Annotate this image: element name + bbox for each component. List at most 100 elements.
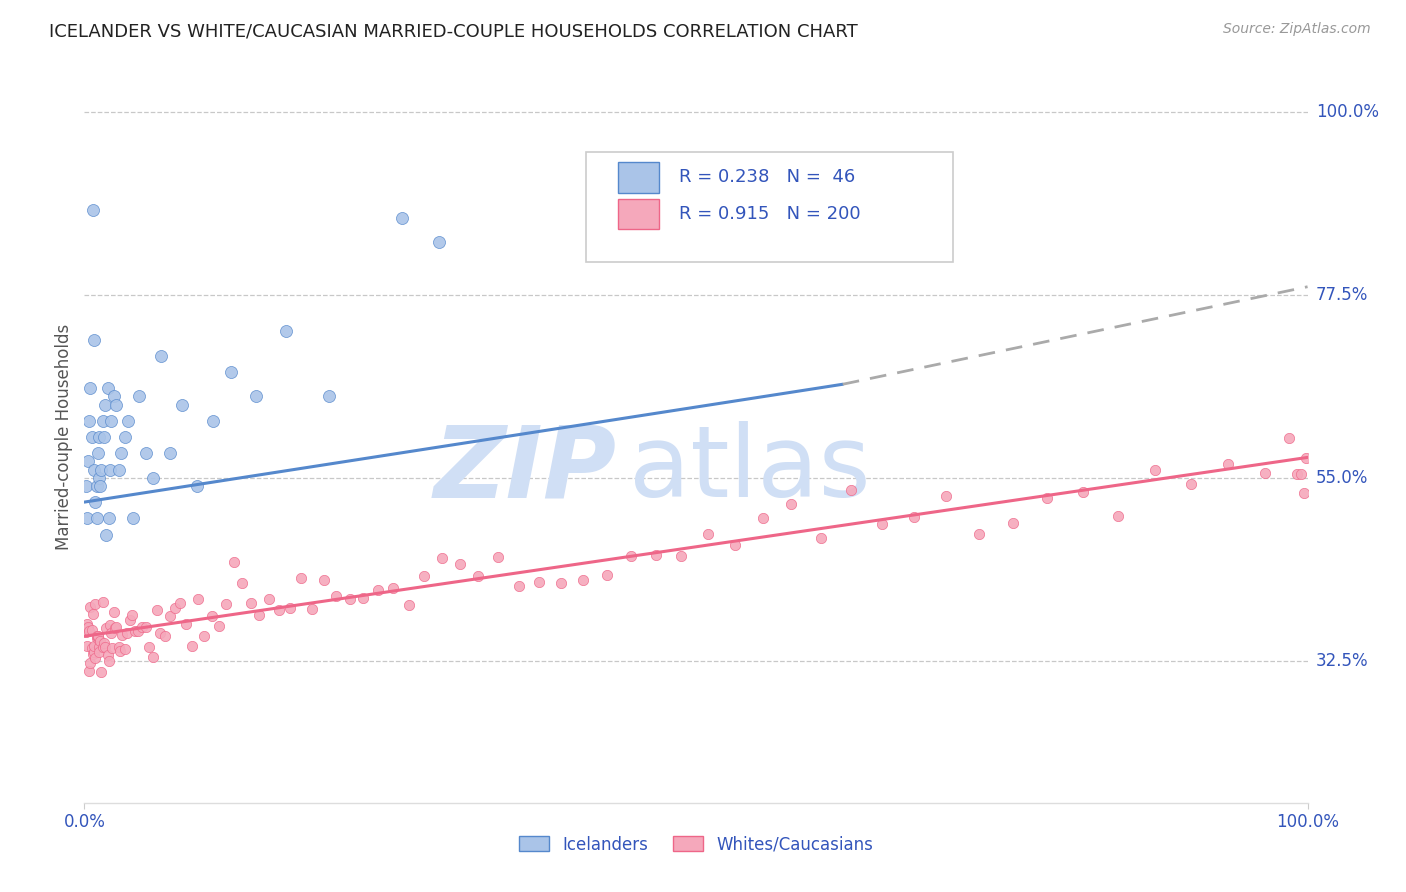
Point — [486, 549, 509, 564]
Point — [87, 446, 110, 460]
Point — [1071, 484, 1094, 499]
Point — [117, 414, 139, 428]
Point — [107, 462, 129, 476]
Text: ZIP: ZIP — [433, 422, 616, 518]
Point — [697, 527, 720, 541]
Point — [83, 639, 105, 653]
Point — [89, 479, 111, 493]
Point — [1107, 509, 1129, 524]
Point — [508, 579, 530, 593]
Point — [174, 616, 197, 631]
Text: 77.5%: 77.5% — [1316, 285, 1368, 304]
Point — [87, 430, 110, 444]
Point — [122, 511, 145, 525]
Point — [94, 398, 117, 412]
Point — [118, 613, 141, 627]
Point — [93, 430, 115, 444]
Point — [114, 430, 136, 444]
Point — [529, 575, 551, 590]
Point — [149, 626, 172, 640]
Point — [77, 664, 100, 678]
Point — [367, 582, 389, 597]
Point — [79, 657, 101, 671]
Point — [98, 618, 121, 632]
Point — [1001, 516, 1024, 530]
Point — [1285, 467, 1308, 481]
Point — [1278, 431, 1301, 445]
Point — [96, 527, 118, 541]
Point — [84, 495, 107, 509]
Point — [780, 497, 803, 511]
Point — [90, 665, 112, 679]
Point — [150, 349, 173, 363]
Text: Source: ZipAtlas.com: Source: ZipAtlas.com — [1223, 22, 1371, 37]
Point — [169, 596, 191, 610]
Point — [215, 598, 238, 612]
Point — [724, 538, 747, 552]
Point — [75, 625, 97, 640]
Text: R = 0.238   N =  46: R = 0.238 N = 46 — [679, 169, 855, 186]
Point — [83, 645, 105, 659]
Y-axis label: Married-couple Households: Married-couple Households — [55, 324, 73, 550]
Point — [80, 623, 103, 637]
Point — [87, 471, 110, 485]
Point — [1295, 450, 1317, 465]
Point — [810, 531, 832, 545]
Point — [245, 389, 267, 403]
Point — [87, 645, 110, 659]
Point — [86, 479, 108, 493]
Text: 32.5%: 32.5% — [1316, 651, 1368, 670]
Point — [79, 600, 101, 615]
Point — [413, 568, 436, 582]
Point — [77, 621, 100, 635]
Point — [644, 548, 666, 562]
Point — [247, 608, 270, 623]
FancyBboxPatch shape — [586, 152, 953, 261]
Point — [121, 607, 143, 622]
Point — [75, 479, 97, 493]
Point — [163, 601, 186, 615]
Point — [98, 462, 121, 476]
Point — [84, 597, 107, 611]
Point — [967, 527, 990, 541]
Point — [87, 640, 110, 654]
Point — [301, 602, 323, 616]
Point — [278, 600, 301, 615]
Point — [86, 629, 108, 643]
Point — [93, 636, 115, 650]
Point — [77, 620, 100, 634]
Point — [595, 567, 617, 582]
Point — [201, 414, 224, 428]
Point — [82, 607, 104, 621]
Point — [290, 571, 312, 585]
Point — [107, 640, 129, 654]
Point — [1254, 466, 1277, 480]
Point — [76, 639, 98, 653]
Point — [124, 624, 146, 639]
Point — [79, 381, 101, 395]
Point — [870, 516, 893, 531]
Point — [934, 489, 956, 503]
Point — [142, 650, 165, 665]
Point — [1180, 476, 1202, 491]
Point — [131, 619, 153, 633]
Point — [82, 202, 104, 217]
Point — [108, 643, 131, 657]
Point — [159, 609, 181, 624]
Point — [76, 511, 98, 525]
Point — [101, 641, 124, 656]
Point — [90, 462, 112, 476]
Point — [105, 398, 128, 412]
Legend: Icelanders, Whites/Caucasians: Icelanders, Whites/Caucasians — [512, 829, 880, 860]
Point — [94, 640, 117, 655]
Point — [222, 555, 245, 569]
Point — [172, 398, 194, 412]
Point — [77, 414, 100, 428]
Point — [193, 629, 215, 643]
Point — [89, 633, 111, 648]
Point — [87, 630, 110, 644]
Point — [186, 479, 208, 493]
Point — [339, 592, 361, 607]
Point — [381, 581, 404, 595]
FancyBboxPatch shape — [617, 199, 659, 229]
